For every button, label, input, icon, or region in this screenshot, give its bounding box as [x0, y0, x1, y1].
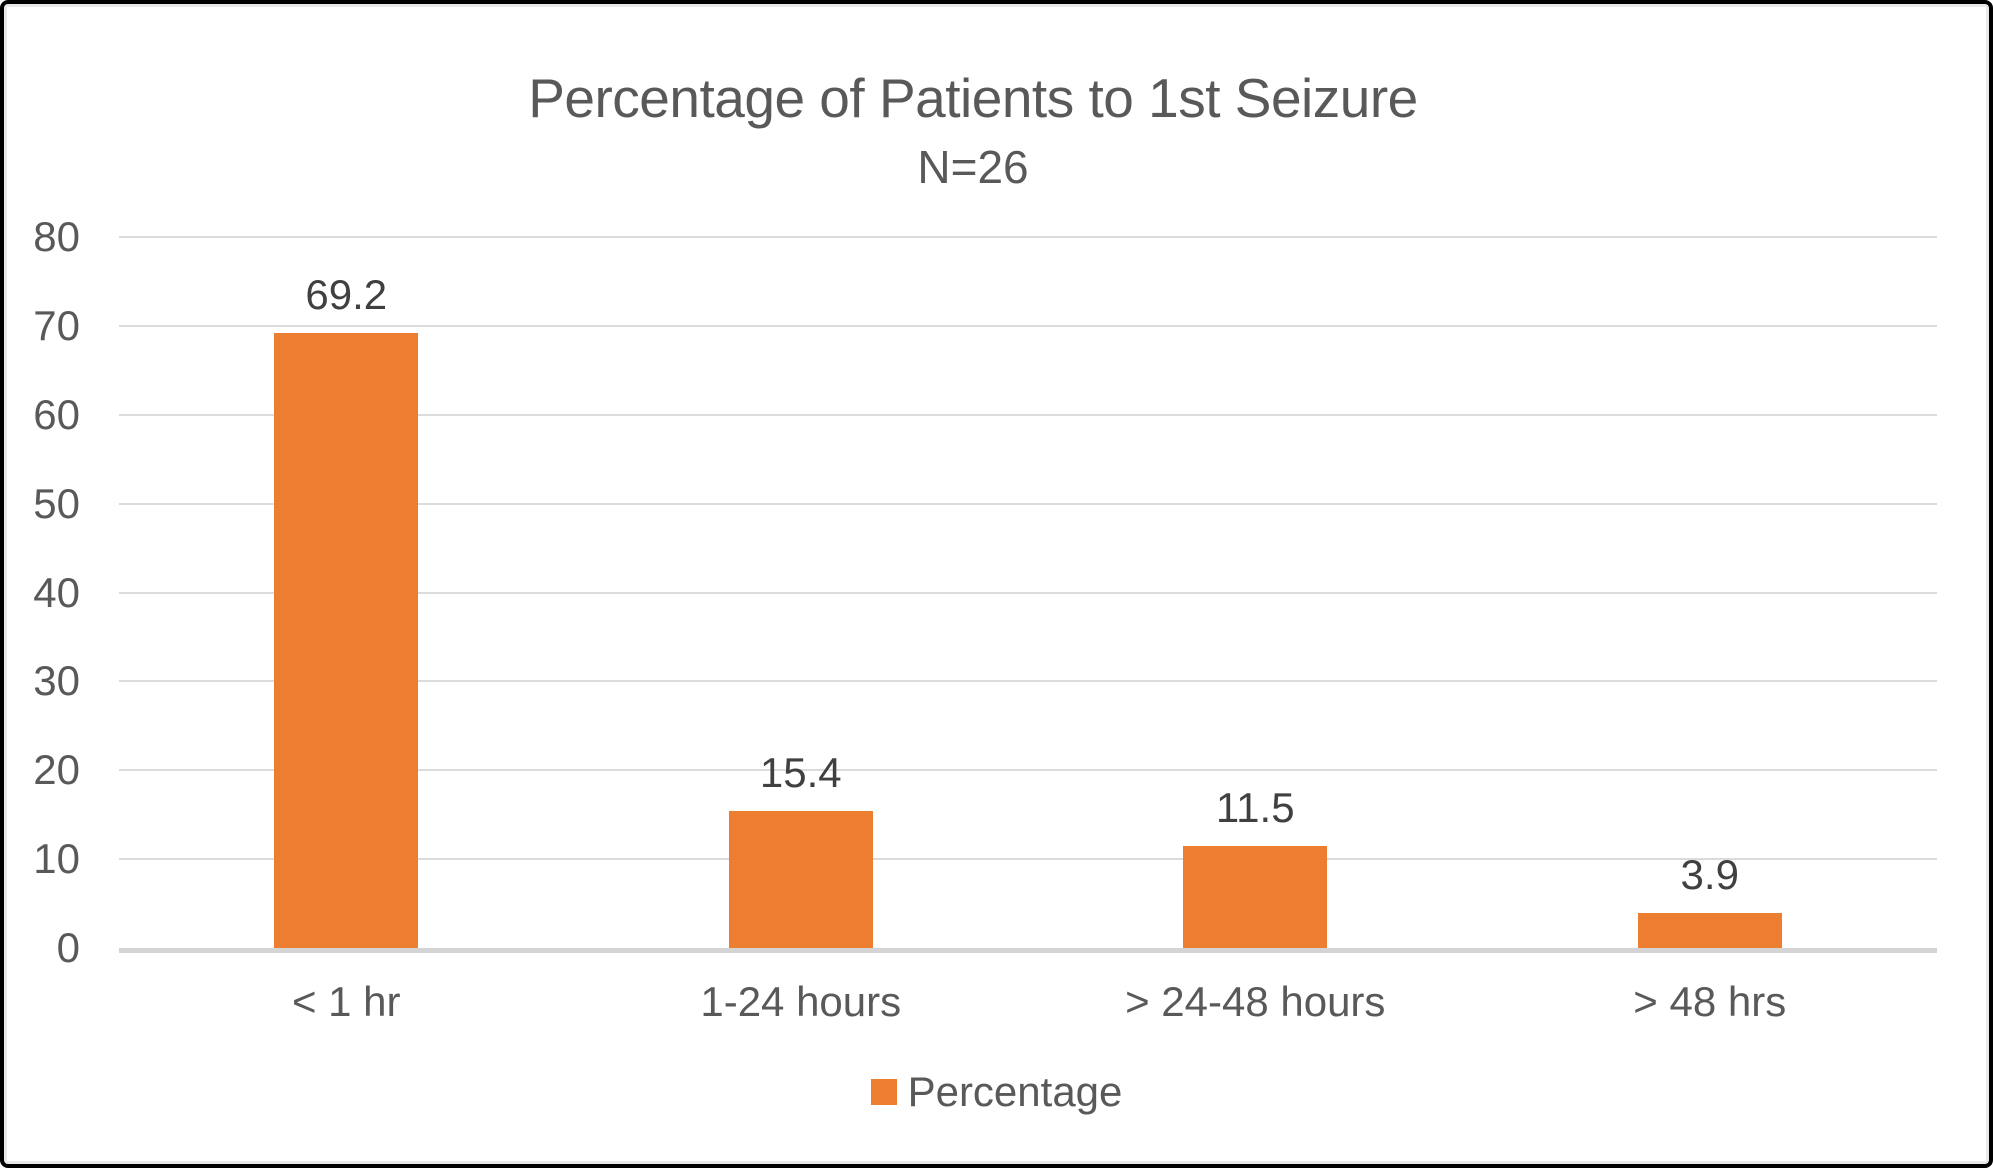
gridline — [119, 413, 1937, 416]
bar — [1637, 913, 1782, 948]
y-axis-tick-label: 60 — [33, 390, 80, 438]
legend: Percentage — [4, 1068, 1989, 1116]
x-axis-line — [119, 948, 1937, 953]
legend-color-swatch — [870, 1079, 897, 1105]
chart-title: Percentage of Patients to 1st Seizure — [528, 67, 1418, 129]
gridline — [119, 324, 1937, 327]
x-axis-category-label: > 48 hrs — [1633, 978, 1787, 1025]
chart-subtitle: N=26 — [917, 141, 1029, 193]
bar — [274, 332, 419, 948]
bar-value-label: 15.4 — [759, 749, 842, 797]
bar-value-label: 69.2 — [305, 270, 388, 318]
y-axis-tick-label: 50 — [33, 479, 80, 527]
x-axis-category-label: 1-24 hours — [700, 978, 902, 1025]
gridline — [119, 769, 1937, 772]
y-axis-tick-label: 0 — [56, 924, 80, 971]
y-axis-tick-label: 20 — [33, 746, 80, 794]
gridline — [119, 591, 1937, 594]
bar — [1183, 845, 1328, 948]
gridline — [119, 858, 1937, 861]
x-axis-category-label: > 24-48 hours — [1125, 978, 1386, 1025]
gridline — [119, 502, 1937, 505]
y-axis-tick-label: 30 — [33, 657, 80, 705]
y-axis-tick-label: 10 — [33, 835, 80, 883]
legend-label: Percentage — [907, 1068, 1123, 1115]
gridline — [119, 680, 1937, 683]
y-axis-tick-label: 80 — [33, 213, 80, 260]
plot-area: 0 10 20 30 40 50 60 70 80 69.2 < 1 hr 15.4 1-24 hour… — [4, 4, 1989, 1164]
bar-value-label: 3.9 — [1680, 851, 1739, 899]
bar-value-label: 11.5 — [1215, 783, 1295, 831]
y-axis-tick-label: 40 — [33, 568, 80, 616]
x-axis-category-label: < 1 hr — [291, 978, 401, 1025]
y-axis-tick-label: 70 — [33, 301, 80, 349]
gridline — [119, 236, 1937, 238]
bar — [728, 811, 873, 948]
